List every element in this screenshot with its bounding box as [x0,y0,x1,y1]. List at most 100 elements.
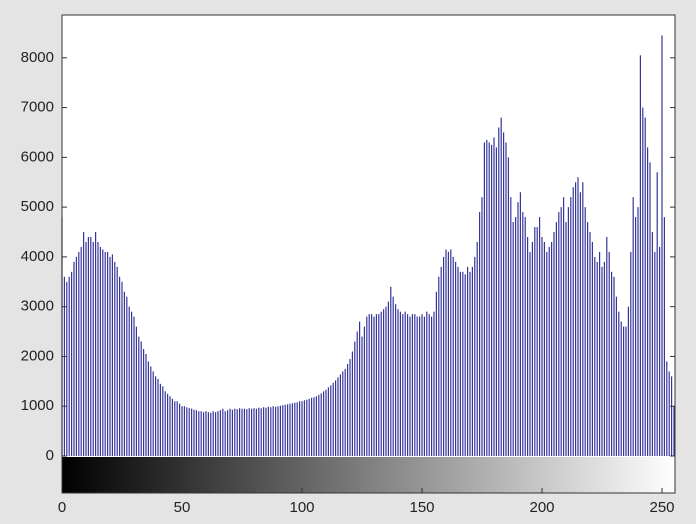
bar [409,316,411,456]
bar [498,127,500,457]
bar [236,409,238,456]
bar [97,241,99,456]
bar [546,251,548,456]
bar [104,251,106,456]
y-tick-label: 1000 [21,397,54,414]
bar [318,394,320,456]
bar [239,408,241,456]
bar [152,371,154,456]
y-tick-label: 7000 [21,99,54,116]
bar [150,366,152,456]
bar [510,197,512,456]
bar [654,251,656,456]
bar [301,401,303,456]
bar [555,222,557,456]
x-tick-label: 150 [409,499,434,516]
bar [471,266,473,456]
bar [491,144,493,456]
bar [107,251,109,456]
bar [541,236,543,456]
x-tick-label: 100 [289,499,314,516]
bar [625,326,627,456]
bar [294,402,296,456]
bar [579,192,581,456]
bar [627,306,629,456]
bar [126,296,128,456]
bar [359,321,361,456]
bar [421,314,423,456]
bar [577,177,579,457]
bar [181,406,183,456]
bar [71,271,73,456]
bar [524,217,526,456]
bar [618,311,620,456]
y-tick-label: 2000 [21,347,54,364]
y-tick-label: 0 [46,447,54,464]
bar [611,271,613,456]
bar [438,276,440,456]
bar [207,412,209,456]
bar [392,296,394,456]
colorbar [62,457,675,493]
bar [488,142,490,456]
bar [313,397,315,456]
bar [147,361,149,456]
bar [459,271,461,456]
marks [61,35,675,457]
bar [195,410,197,456]
bar [272,406,274,456]
bar [440,266,442,456]
bar [505,142,507,456]
bar [560,207,562,456]
bar [299,401,301,456]
bar [563,197,565,456]
bar [635,217,637,456]
bar [666,361,668,456]
bar [116,266,118,456]
bar [606,236,608,456]
bar [519,192,521,456]
bar [584,207,586,456]
bar [227,410,229,456]
bar [231,409,233,456]
bar [234,408,236,456]
bar [203,412,205,456]
bar [623,326,625,456]
bar [63,276,65,456]
bar [663,217,665,456]
bar [143,348,145,456]
bar [325,389,327,456]
bar [78,251,80,456]
bar [119,276,121,456]
bar [642,107,644,456]
bar [455,261,457,456]
bar [371,314,373,456]
bar [536,227,538,456]
bar [467,266,469,456]
bar [145,353,147,456]
bar [222,408,224,456]
bar [671,376,673,456]
bar [157,378,159,456]
bar [167,393,169,456]
bar [128,306,130,456]
bar [469,271,471,456]
bar [649,162,651,456]
bar [565,222,567,456]
bar [591,241,593,456]
bar [191,408,193,456]
bar [380,311,382,456]
bar [661,35,663,457]
bar [90,236,92,456]
bar [339,374,341,456]
bar [186,407,188,456]
bar [567,207,569,456]
bar [138,336,140,456]
bar [212,411,214,456]
bar [277,406,279,456]
bar [397,309,399,456]
bar [95,232,97,456]
bar [193,409,195,456]
axes-frame [61,14,676,494]
